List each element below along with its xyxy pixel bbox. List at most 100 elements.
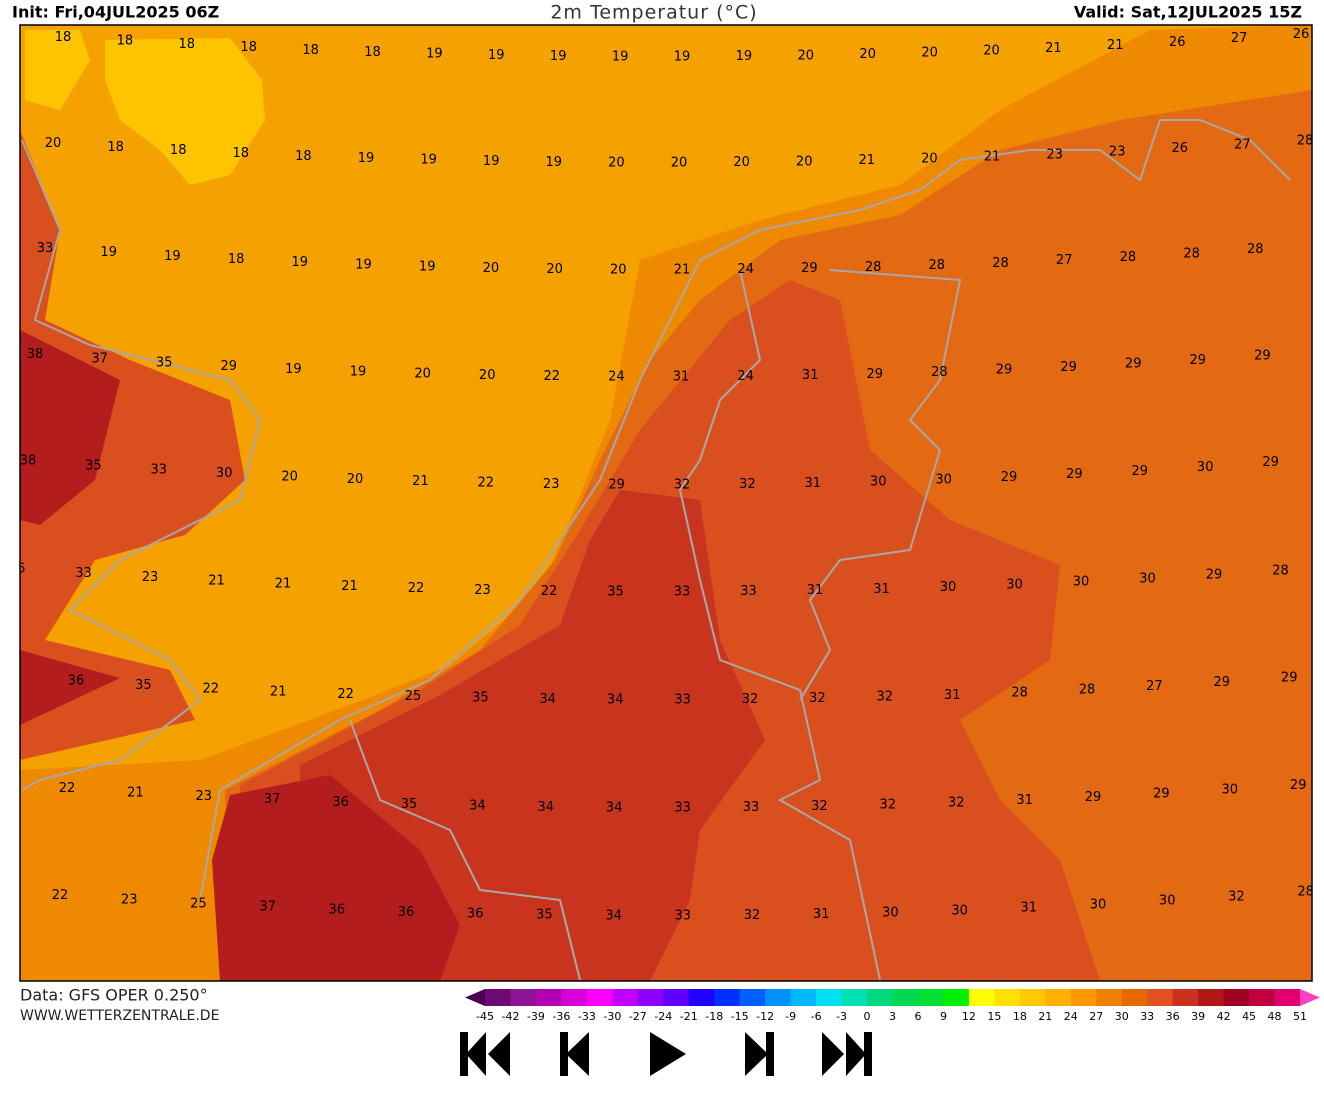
coastline bbox=[199, 119, 1291, 901]
temperature-label: 21 bbox=[1045, 41, 1062, 56]
temperature-label: 35 bbox=[607, 584, 624, 599]
temperature-label: 19 bbox=[100, 245, 117, 260]
temperature-label: 33 bbox=[743, 800, 760, 815]
temperature-label: 36 bbox=[332, 795, 349, 810]
playback-controls bbox=[460, 1032, 872, 1076]
temperature-label: 32 bbox=[1228, 889, 1245, 904]
temperature-label: 19 bbox=[550, 49, 567, 64]
temperature-label: 35 bbox=[135, 678, 152, 693]
legend-swatch bbox=[561, 989, 588, 1006]
temperature-label: 20 bbox=[983, 43, 1000, 58]
temperature-label: 21 bbox=[275, 577, 292, 592]
temperature-label: 33 bbox=[151, 463, 168, 478]
first-button[interactable] bbox=[460, 1032, 510, 1076]
temperature-label: 28 bbox=[865, 260, 882, 275]
temperature-label: 19 bbox=[292, 255, 309, 270]
previous-button[interactable] bbox=[560, 1032, 589, 1076]
play-button[interactable] bbox=[650, 1032, 686, 1076]
legend-swatch bbox=[1147, 989, 1174, 1006]
temperature-label: 18 bbox=[233, 146, 250, 161]
temperature-label: 30 bbox=[1006, 578, 1023, 593]
temperature-label: 22 bbox=[52, 888, 69, 903]
temperature-label: 23 bbox=[196, 789, 213, 804]
temperature-label: 31 bbox=[802, 368, 819, 383]
temperature-label: 19 bbox=[612, 49, 629, 64]
legend-swatch bbox=[739, 989, 766, 1006]
coastline bbox=[21, 139, 262, 791]
legend-swatch bbox=[816, 989, 843, 1006]
temperature-label: 30 bbox=[870, 475, 887, 490]
legend-tick-label: 15 bbox=[987, 1010, 1001, 1023]
legend-swatch bbox=[485, 989, 511, 1006]
legend-swatch bbox=[994, 989, 1021, 1006]
temperature-label: 20 bbox=[479, 368, 496, 383]
temperature-label: 37 bbox=[264, 792, 281, 807]
temperature-label: 22 bbox=[478, 476, 495, 491]
field-cool bbox=[25, 30, 90, 110]
legend-tick-label: 3 bbox=[889, 1010, 896, 1023]
temperature-label: 30 bbox=[1197, 460, 1214, 475]
legend-tick-label: 6 bbox=[914, 1010, 921, 1023]
legend-tick-label: -24 bbox=[654, 1010, 672, 1023]
temperature-label: 20 bbox=[483, 261, 500, 276]
temperature-label: 29 bbox=[1206, 568, 1223, 583]
temperature-label: 28 bbox=[1079, 682, 1096, 697]
temperature-label: 22 bbox=[544, 369, 561, 384]
temperature-label: 32 bbox=[674, 477, 691, 492]
temperature-label: 19 bbox=[736, 49, 753, 64]
temperature-label: 29 bbox=[1066, 467, 1083, 482]
temperature-label: 23 bbox=[543, 477, 560, 492]
temperature-label: 29 bbox=[867, 367, 884, 382]
temperature-label: 29 bbox=[1153, 787, 1170, 802]
temperature-label: 22 bbox=[541, 584, 558, 599]
next-button[interactable] bbox=[745, 1032, 774, 1076]
valid-time: Valid: Sat,12JUL2025 15Z bbox=[1074, 3, 1302, 22]
legend-swatch bbox=[535, 989, 562, 1006]
temperature-label: 22 bbox=[408, 581, 425, 596]
legend-tick-label: 24 bbox=[1064, 1010, 1078, 1023]
map-frame bbox=[19, 24, 1313, 982]
icon-part bbox=[864, 1032, 872, 1076]
temperature-label: 30 bbox=[216, 466, 233, 481]
temperature-label: 29 bbox=[221, 359, 238, 374]
legend-tick-label: 48 bbox=[1268, 1010, 1282, 1023]
legend-swatch bbox=[612, 989, 639, 1006]
legend-tick-label: -42 bbox=[501, 1010, 519, 1023]
legend-high-arrow bbox=[1300, 989, 1320, 1006]
icon-part bbox=[650, 1032, 686, 1076]
temperature-label: 21 bbox=[412, 474, 429, 489]
legend-swatch bbox=[1045, 989, 1072, 1006]
temperature-label: 20 bbox=[733, 155, 750, 170]
temperature-label: 20 bbox=[45, 136, 62, 151]
legend-swatch bbox=[867, 989, 893, 1006]
temperature-label: 37 bbox=[259, 900, 276, 915]
temperature-label: 31 bbox=[1016, 793, 1033, 808]
legend-swatch bbox=[1274, 989, 1301, 1006]
temperature-label: 31 bbox=[944, 688, 961, 703]
temperature-label: 20 bbox=[608, 155, 625, 170]
temperature-label: 30 bbox=[882, 905, 899, 920]
temperature-label: 29 bbox=[1262, 455, 1279, 470]
temperature-label: 34 bbox=[606, 800, 623, 815]
temperature-label: 28 bbox=[931, 365, 948, 380]
temperature-label: 23 bbox=[474, 583, 491, 598]
legend-tick-label: -45 bbox=[476, 1010, 494, 1023]
legend-tick-label: -36 bbox=[552, 1010, 570, 1023]
temperature-label: 19 bbox=[285, 362, 302, 377]
temperature-label: 29 bbox=[1132, 464, 1149, 479]
last-button[interactable] bbox=[822, 1032, 872, 1076]
temperature-label: 29 bbox=[996, 363, 1013, 378]
temperature-label: 20 bbox=[796, 154, 813, 169]
legend-tick-label: 30 bbox=[1115, 1010, 1129, 1023]
temperature-label: 29 bbox=[1254, 349, 1271, 364]
temperature-label: 21 bbox=[341, 579, 358, 594]
color-legend: -45 -42 -39 -36 -33 -30 -27 -24 -21 -18 -15 -12 -9 -6… bbox=[465, 989, 1320, 1023]
legend-tick-label: 33 bbox=[1140, 1010, 1154, 1023]
legend-tick-label: 21 bbox=[1038, 1010, 1052, 1023]
temperature-label: 38 bbox=[20, 454, 37, 469]
temperature-label: 28 bbox=[1297, 134, 1314, 149]
temperature-label: 31 bbox=[873, 582, 890, 597]
icon-part bbox=[846, 1032, 866, 1076]
temperature-label: 27 bbox=[1056, 253, 1073, 268]
temperature-label: 18 bbox=[295, 149, 312, 164]
